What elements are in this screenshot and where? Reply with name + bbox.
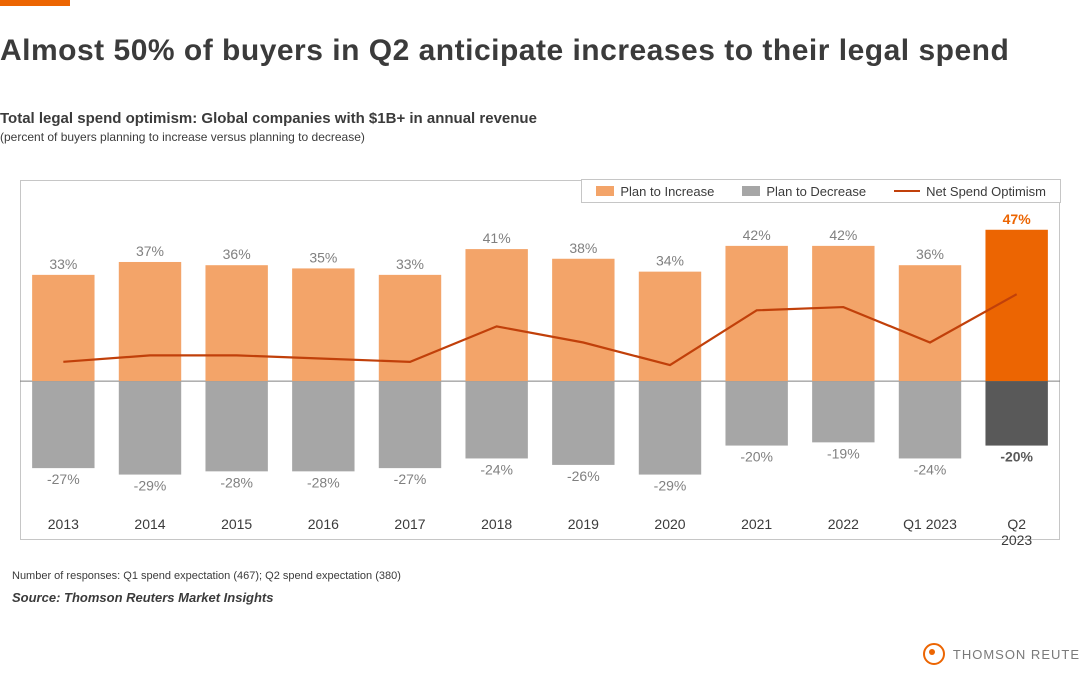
svg-text:-19%: -19% [827, 445, 860, 461]
svg-text:-29%: -29% [654, 478, 687, 494]
chart-container: Plan to Increase Plan to Decrease Net Sp… [20, 180, 1060, 540]
svg-text:34%: 34% [656, 253, 684, 269]
x-axis-label: Q2 2023 [995, 516, 1038, 548]
x-axis-label: 2013 [48, 516, 79, 532]
legend-net: Net Spend Optimism [894, 184, 1046, 199]
svg-text:42%: 42% [743, 227, 771, 243]
chart-legend: Plan to Increase Plan to Decrease Net Sp… [581, 179, 1061, 203]
page-title: Almost 50% of buyers in Q2 anticipate in… [0, 34, 1080, 68]
svg-text:-20%: -20% [1000, 449, 1033, 465]
x-axis-label: 2022 [828, 516, 859, 532]
svg-text:42%: 42% [829, 227, 857, 243]
svg-text:38%: 38% [569, 240, 597, 256]
legend-increase: Plan to Increase [596, 184, 714, 199]
svg-text:37%: 37% [136, 243, 164, 259]
legend-swatch-increase [596, 186, 614, 196]
legend-label-net: Net Spend Optimism [926, 184, 1046, 199]
x-axis-label: 2019 [568, 516, 599, 532]
x-axis-label: 2017 [394, 516, 425, 532]
x-axis-label: 2014 [134, 516, 165, 532]
accent-bar [0, 0, 70, 6]
source-line: Source: Thomson Reuters Market Insights [12, 590, 274, 605]
x-axis-label: 2018 [481, 516, 512, 532]
svg-text:-29%: -29% [134, 478, 167, 494]
svg-text:-28%: -28% [220, 474, 253, 490]
svg-text:-26%: -26% [567, 468, 600, 484]
svg-text:35%: 35% [309, 249, 337, 265]
svg-text:33%: 33% [396, 256, 424, 272]
svg-text:-27%: -27% [394, 471, 427, 487]
svg-text:-24%: -24% [480, 461, 513, 477]
brand: THOMSON REUTE [923, 643, 1080, 665]
svg-text:41%: 41% [483, 230, 511, 246]
legend-label-decrease: Plan to Decrease [766, 184, 866, 199]
chart-subtitle: Total legal spend optimism: Global compa… [0, 110, 537, 127]
chart-subtitle-note: (percent of buyers planning to increase … [0, 130, 365, 144]
x-axis-labels: 2013 2014 2015 2016 2017 2018 2019 2020 2021 2022… [20, 516, 1060, 536]
svg-text:47%: 47% [1003, 211, 1032, 227]
x-axis-label: 2016 [308, 516, 339, 532]
x-axis-label: 2015 [221, 516, 252, 532]
x-axis-label: Q1 2023 [903, 516, 957, 532]
svg-text:-24%: -24% [914, 461, 947, 477]
legend-decrease: Plan to Decrease [742, 184, 866, 199]
svg-text:36%: 36% [916, 246, 944, 262]
legend-label-increase: Plan to Increase [620, 184, 714, 199]
x-axis-label: 2020 [654, 516, 685, 532]
svg-text:-27%: -27% [47, 471, 80, 487]
svg-text:-28%: -28% [307, 474, 340, 490]
footnote: Number of responses: Q1 spend expectatio… [12, 570, 401, 582]
brand-label: THOMSON REUTE [953, 647, 1080, 662]
legend-swatch-decrease [742, 186, 760, 196]
svg-text:33%: 33% [49, 256, 77, 272]
chart-plot: 33% -27% 37% -29% 36% -28% 35% -28% 33% -27% 41% -2… [20, 204, 1060, 510]
svg-text:36%: 36% [223, 246, 251, 262]
legend-swatch-line [894, 190, 920, 192]
chart-svg: 33% -27% 37% -29% 36% -28% 35% -28% 33% -27% 41% -2… [20, 204, 1060, 510]
brand-icon [923, 643, 945, 665]
x-axis-label: 2021 [741, 516, 772, 532]
svg-text:-20%: -20% [740, 449, 773, 465]
